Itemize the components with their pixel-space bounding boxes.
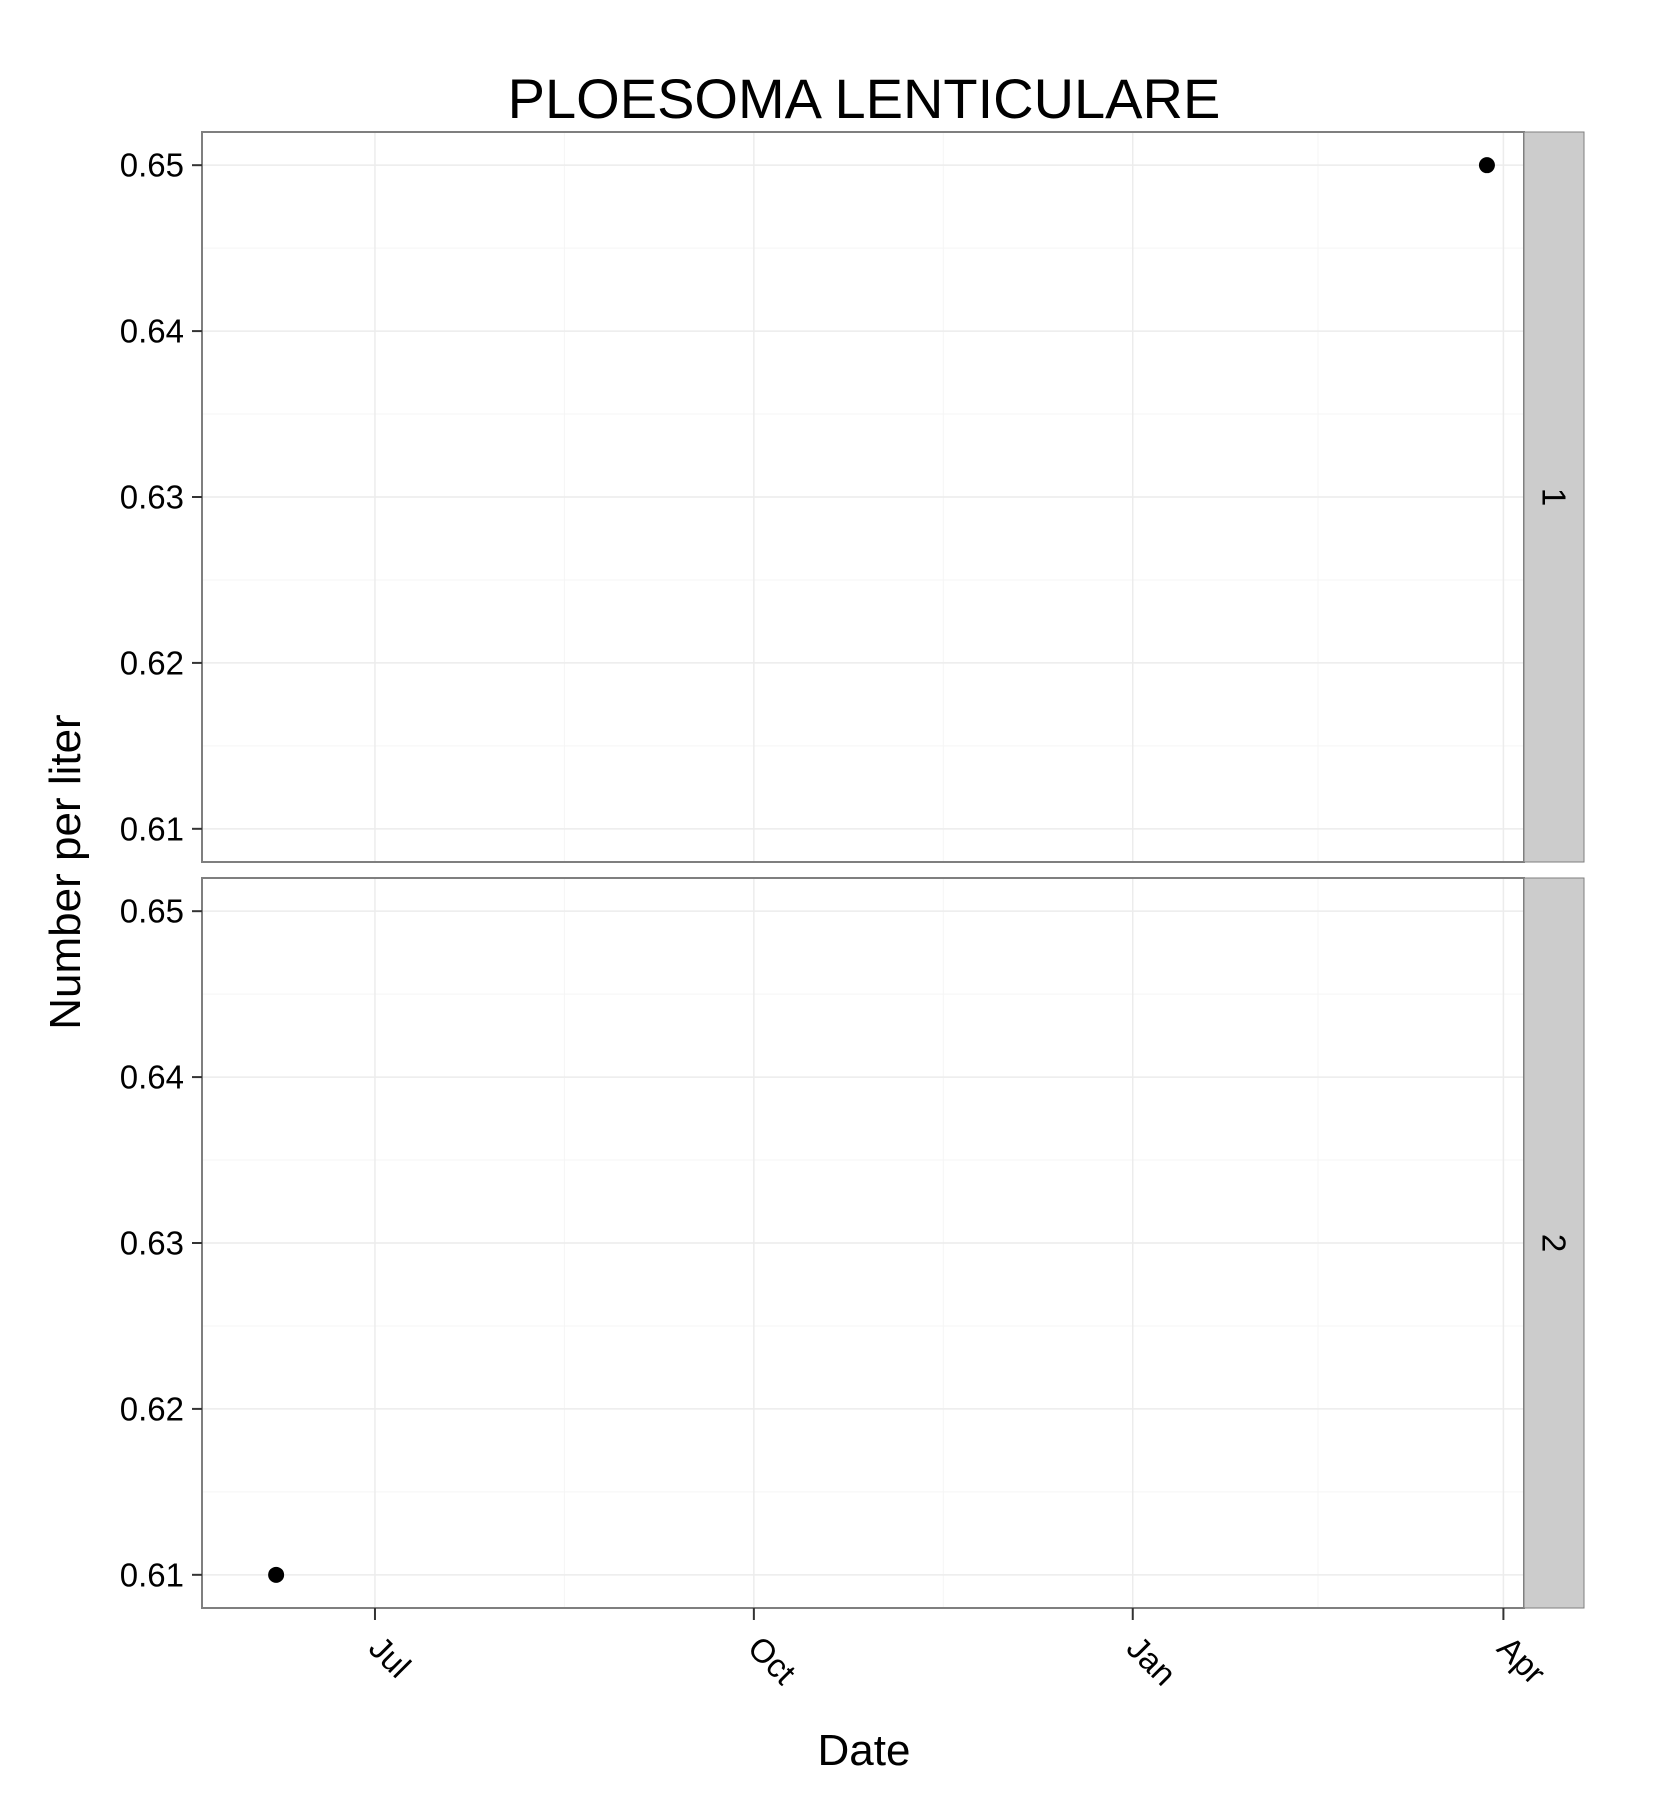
facet-strip-label: 1	[1536, 488, 1573, 506]
chart-title: PLOESOMA LENTICULARE	[508, 67, 1221, 130]
data-point	[268, 1566, 285, 1583]
facet-strip-label: 2	[1536, 1234, 1573, 1252]
y-tick-label: 0.62	[120, 644, 184, 681]
facet-panel-1: 1 0.61 0.62 0.63 0.64 0.65	[120, 131, 1585, 863]
data-point	[1478, 157, 1495, 174]
x-axis-title: Date	[818, 1726, 911, 1775]
y-tick-label: 0.62	[120, 1390, 184, 1427]
y-tick-label: 0.65	[120, 147, 184, 184]
x-axis: Jul Oct Jan Apr	[362, 1608, 1553, 1693]
y-axis-title: Number per liter	[41, 714, 90, 1029]
y-tick-label: 0.64	[120, 313, 184, 350]
facet-panels: 1 0.61 0.62 0.63 0.64 0.65 2 0.61 0.62 0.63 0.64 0.…	[120, 131, 1585, 1609]
y-tick-label: 0.65	[120, 893, 184, 930]
y-tick-label: 0.64	[120, 1059, 184, 1096]
facet-strip	[1523, 877, 1585, 1609]
x-tick-label: Jul	[362, 1629, 418, 1685]
y-tick-label: 0.61	[120, 810, 184, 847]
facet-panel-2: 2 0.61 0.62 0.63 0.64 0.65	[120, 877, 1585, 1609]
x-tick-label: Jan	[1120, 1629, 1184, 1693]
y-tick-label: 0.61	[120, 1556, 184, 1593]
y-tick-label: 0.63	[120, 1225, 184, 1262]
y-tick-label: 0.63	[120, 479, 184, 516]
x-tick-label: Apr	[1490, 1629, 1552, 1691]
x-tick-label: Oct	[741, 1629, 803, 1691]
facet-strip	[1523, 131, 1585, 863]
